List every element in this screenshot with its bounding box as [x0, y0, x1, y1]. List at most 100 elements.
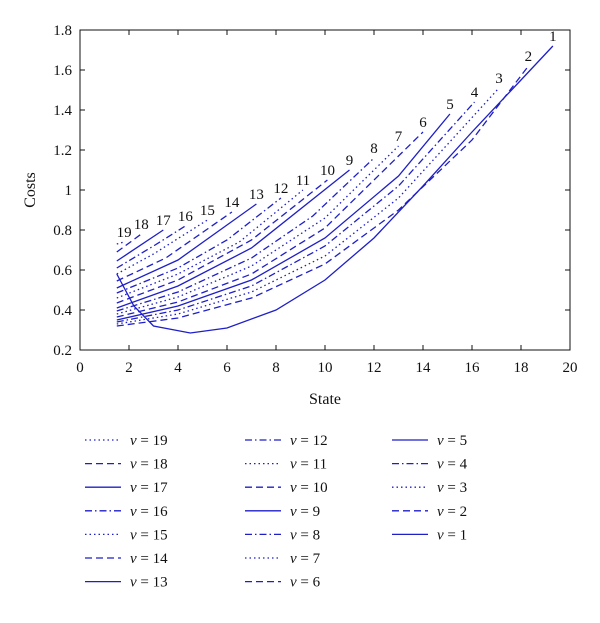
legend-equals: =	[297, 575, 313, 591]
legend-label: ν = 7	[290, 551, 321, 567]
legend-equals: =	[297, 433, 313, 449]
curve-label-9: 9	[346, 153, 354, 169]
legend-value: 10	[313, 480, 328, 496]
curve-label-2: 2	[525, 49, 533, 65]
curve-label-12: 12	[273, 181, 288, 197]
x-tick-label: 14	[416, 360, 432, 376]
y-tick-label: 1.6	[53, 63, 72, 79]
curve-label-15: 15	[200, 203, 215, 219]
legend-label: ν = 3	[437, 480, 467, 496]
legend-entry-nu-3: ν = 3	[392, 480, 467, 496]
y-tick-label: 0.6	[53, 263, 72, 279]
series-line-nu-9	[116, 169, 350, 309]
legend-symbol: ν	[130, 480, 137, 496]
curve-labels: 19 18 17 16 15 14 13 12 11 10 98 76 5 43 21	[117, 29, 557, 241]
legend-label: ν = 18	[130, 457, 168, 473]
curve-label-7: 7	[395, 129, 403, 145]
legend-equals: =	[297, 551, 313, 567]
x-tick-label: 20	[563, 360, 578, 376]
legend-equals: =	[137, 433, 153, 449]
curve-label-1: 1	[549, 29, 557, 45]
x-tick-label: 16	[465, 360, 481, 376]
series-line-nu-17	[116, 229, 164, 262]
legend-symbol: ν	[130, 575, 137, 591]
legend-equals: =	[444, 457, 460, 473]
legend-entry-nu-14: ν = 14	[85, 551, 168, 567]
series-line-nu-18	[116, 233, 142, 253]
legend-equals: =	[444, 433, 460, 449]
series-line-nu-1	[116, 45, 554, 334]
series-line-nu-13	[116, 203, 257, 289]
legend-label: ν = 9	[290, 504, 320, 520]
legend-symbol: ν	[290, 575, 297, 591]
legend-entry-nu-7: ν = 7	[245, 551, 321, 567]
legend-entry-nu-6: ν = 6	[245, 575, 321, 591]
legend-value: 11	[313, 457, 327, 473]
legend-value: 19	[153, 433, 168, 449]
y-tick-label: 0.2	[53, 343, 72, 359]
legend-label: ν = 6	[290, 575, 321, 591]
legend-value: 8	[313, 527, 321, 543]
legend-equals: =	[137, 480, 153, 496]
x-tick-label: 2	[125, 360, 133, 376]
series-line-nu-11	[116, 189, 304, 299]
y-tick-label: 1	[65, 183, 73, 199]
legend-value: 16	[153, 504, 169, 520]
curve-label-18: 18	[134, 217, 149, 233]
legend-symbol: ν	[130, 551, 137, 567]
curve-label-8: 8	[370, 141, 378, 157]
legend-equals: =	[444, 504, 460, 520]
legend-label: ν = 4	[437, 457, 468, 473]
curve-label-5: 5	[446, 97, 454, 113]
legend-entry-nu-18: ν = 18	[85, 457, 168, 473]
curve-label-19: 19	[117, 225, 132, 241]
legend-label: ν = 12	[290, 433, 328, 449]
x-tick-label: 6	[223, 360, 231, 376]
legend-equals: =	[297, 527, 313, 543]
legend-value: 7	[313, 551, 321, 567]
legend-entry-nu-2: ν = 2	[392, 504, 467, 520]
legend-entry-nu-12: ν = 12	[245, 433, 328, 449]
series-group	[116, 45, 554, 334]
series-line-nu-15	[116, 219, 208, 275]
legend-entry-nu-5: ν = 5	[392, 433, 467, 449]
curve-label-13: 13	[249, 187, 264, 203]
legend-symbol: ν	[437, 433, 444, 449]
legend: ν = 19ν = 18ν = 17ν = 16ν = 15ν = 14ν = …	[85, 433, 468, 591]
series-line-nu-5	[116, 113, 451, 321]
legend-symbol: ν	[130, 433, 137, 449]
legend-value: 17	[153, 480, 169, 496]
legend-entry-nu-17: ν = 17	[85, 480, 168, 496]
series-line-nu-2	[116, 65, 529, 327]
legend-symbol: ν	[290, 504, 297, 520]
x-tick-label: 12	[367, 360, 382, 376]
legend-value: 12	[313, 433, 328, 449]
legend-equals: =	[137, 457, 153, 473]
curve-label-16: 16	[178, 209, 194, 225]
legend-equals: =	[137, 551, 153, 567]
legend-entry-nu-13: ν = 13	[85, 575, 168, 591]
x-tick-label: 18	[514, 360, 529, 376]
curve-label-4: 4	[471, 85, 479, 101]
legend-label: ν = 17	[130, 480, 168, 496]
legend-symbol: ν	[437, 527, 444, 543]
legend-equals: =	[137, 504, 153, 520]
legend-label: ν = 10	[290, 480, 328, 496]
legend-symbol: ν	[437, 480, 444, 496]
legend-label: ν = 19	[130, 433, 168, 449]
legend-value: 5	[460, 433, 468, 449]
series-line-nu-12	[116, 197, 282, 294]
legend-value: 14	[153, 551, 169, 567]
legend-entry-nu-16: ν = 16	[85, 504, 168, 520]
legend-entry-nu-15: ν = 15	[85, 527, 168, 543]
series-line-nu-19	[116, 241, 125, 245]
legend-label: ν = 11	[290, 457, 327, 473]
legend-entry-nu-10: ν = 10	[245, 480, 328, 496]
legend-label: ν = 5	[437, 433, 467, 449]
y-tick-label: 1.8	[53, 23, 72, 39]
curve-label-14: 14	[224, 195, 240, 211]
legend-symbol: ν	[290, 457, 297, 473]
legend-equals: =	[444, 527, 460, 543]
